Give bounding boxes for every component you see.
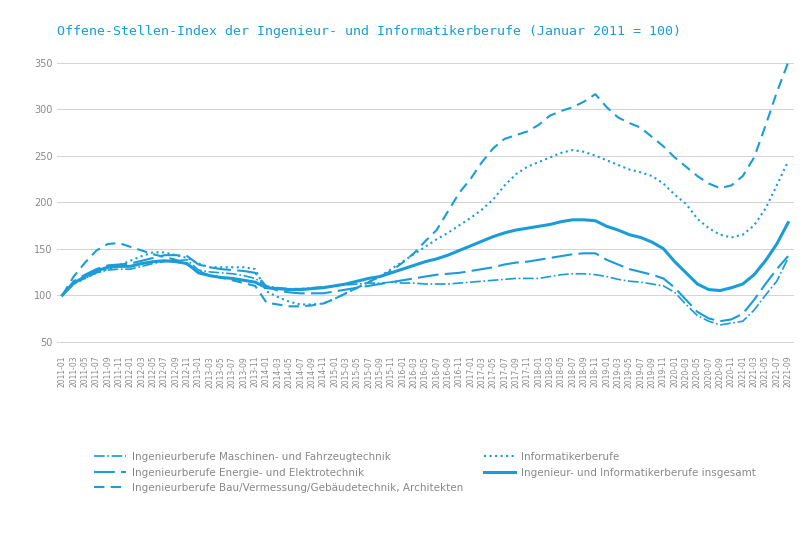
Text: Offene-Stellen-Index der Ingenieur- und Informatikerberufe (Januar 2011 = 100): Offene-Stellen-Index der Ingenieur- und … (57, 25, 680, 38)
Legend: Ingenieurberufe Maschinen- und Fahrzeugtechnik, Ingenieurberufe Energie- und Ele: Ingenieurberufe Maschinen- und Fahrzeugt… (89, 447, 761, 498)
